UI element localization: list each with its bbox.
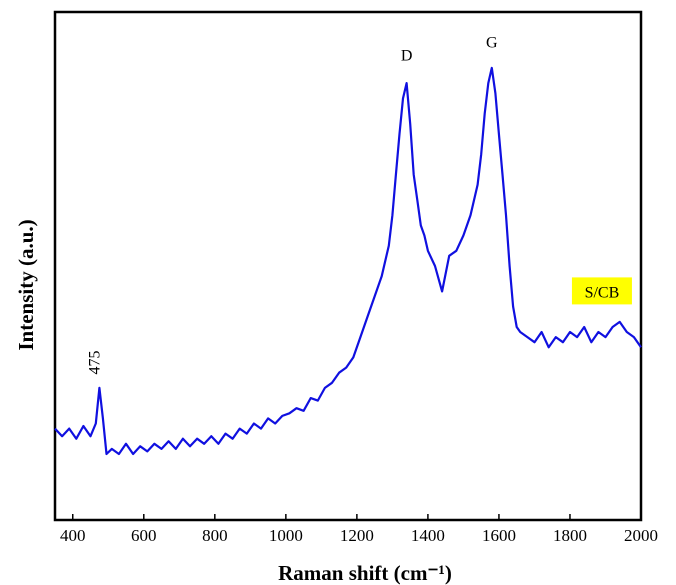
legend-box [571, 277, 632, 305]
x-tick-label: 1600 [482, 526, 516, 545]
annotation: G [486, 35, 498, 52]
plot-frame [53, 10, 643, 522]
x-tick-label: 600 [131, 526, 157, 545]
x-tick-label: 2000 [624, 526, 658, 545]
x-tick-label: 400 [60, 526, 86, 545]
annotation: D [401, 47, 413, 64]
x-tick-label: 800 [202, 526, 228, 545]
x-tick-label: 1400 [411, 526, 445, 545]
annotation: 475 [86, 351, 103, 375]
legend-label: S/CB [585, 284, 620, 301]
spectrum-line [54, 66, 642, 456]
x-axis-label: Raman shift (cm⁻¹) [278, 561, 452, 585]
x-tick-label: 1200 [340, 526, 374, 545]
y-axis-label: Intensity (a.u.) [14, 219, 38, 350]
x-tick-label: 1800 [553, 526, 587, 545]
x-tick-label: 1000 [269, 526, 303, 545]
